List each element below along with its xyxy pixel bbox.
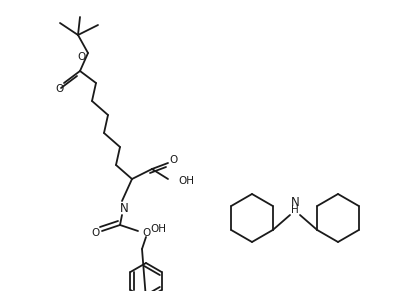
Text: O: O [55,84,63,94]
Text: OH: OH [178,176,194,186]
Text: O: O [78,52,86,62]
Text: H: H [291,205,299,215]
Text: O: O [92,228,100,238]
Text: N: N [120,203,128,216]
Text: OH: OH [150,224,166,234]
Text: O: O [142,228,150,238]
Text: O: O [169,155,177,165]
Text: N: N [291,196,299,208]
